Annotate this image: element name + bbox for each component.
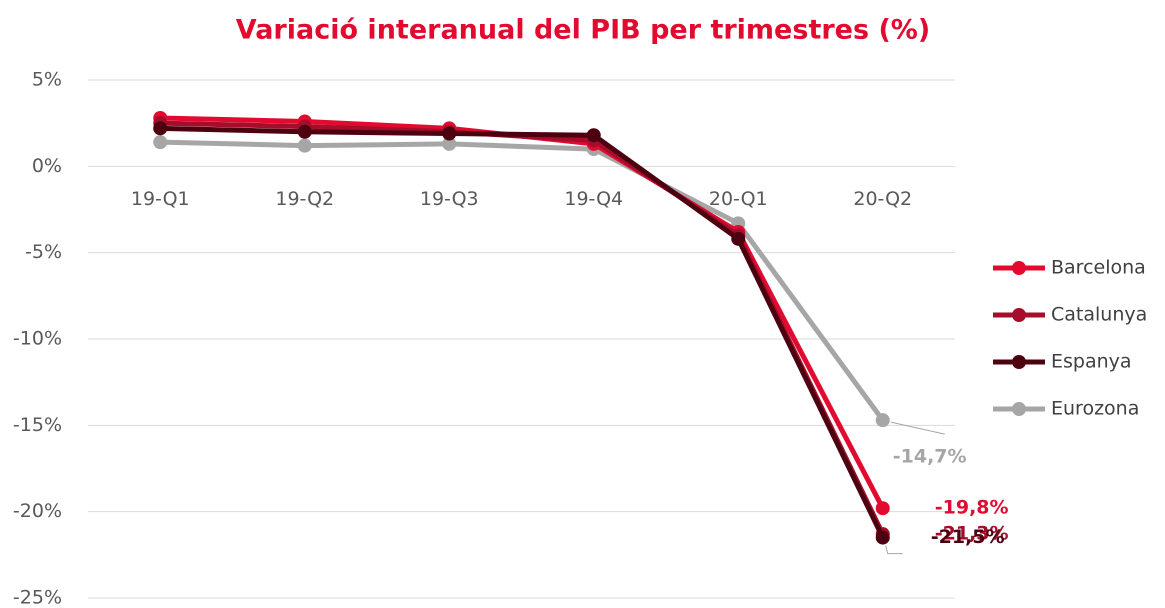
leader-line xyxy=(885,545,903,555)
legend-marker xyxy=(1012,261,1026,275)
data-point xyxy=(297,124,312,139)
y-tick-label: -5% xyxy=(25,241,62,263)
legend-label: Barcelona xyxy=(1051,257,1146,279)
legend-marker xyxy=(1012,402,1026,416)
y-tick-label: -15% xyxy=(13,414,62,436)
data-point xyxy=(153,121,168,136)
data-point xyxy=(875,530,890,545)
legend-label: Catalunya xyxy=(1051,304,1147,326)
y-tick-label: 5% xyxy=(32,69,62,91)
data-label: -21,3% xyxy=(935,523,1009,545)
leader-line xyxy=(890,421,945,435)
x-tick-label: 20-Q2 xyxy=(853,188,912,210)
data-point xyxy=(297,138,312,153)
x-tick-label: 20-Q1 xyxy=(709,188,768,210)
data-point xyxy=(586,128,601,143)
legend-label: Eurozona xyxy=(1051,398,1139,420)
data-label: -19,8% xyxy=(935,497,1009,519)
data-point xyxy=(875,413,890,428)
series-line xyxy=(160,120,886,536)
data-point xyxy=(875,501,890,516)
y-tick-label: -20% xyxy=(13,500,62,522)
data-label: -21,5% xyxy=(931,526,1005,548)
data-label: -14,7% xyxy=(893,446,967,468)
legend-label: Espanya xyxy=(1051,351,1132,373)
legend-marker xyxy=(1012,308,1026,322)
y-tick-label: -10% xyxy=(13,328,62,350)
data-point xyxy=(731,231,746,246)
data-point xyxy=(442,126,457,141)
data-point xyxy=(153,135,168,150)
x-tick-label: 19-Q1 xyxy=(131,188,190,210)
x-tick-label: 19-Q4 xyxy=(564,188,623,210)
chart-title: Variació interanual del PIB per trimestr… xyxy=(236,15,930,46)
y-tick-label: 0% xyxy=(32,155,62,177)
series-line xyxy=(160,139,885,422)
legend-marker xyxy=(1012,355,1026,369)
series-line xyxy=(160,125,886,539)
x-tick-label: 19-Q2 xyxy=(275,188,334,210)
x-tick-label: 19-Q3 xyxy=(420,188,479,210)
data-point xyxy=(442,136,457,151)
y-tick-label: -25% xyxy=(13,587,62,608)
